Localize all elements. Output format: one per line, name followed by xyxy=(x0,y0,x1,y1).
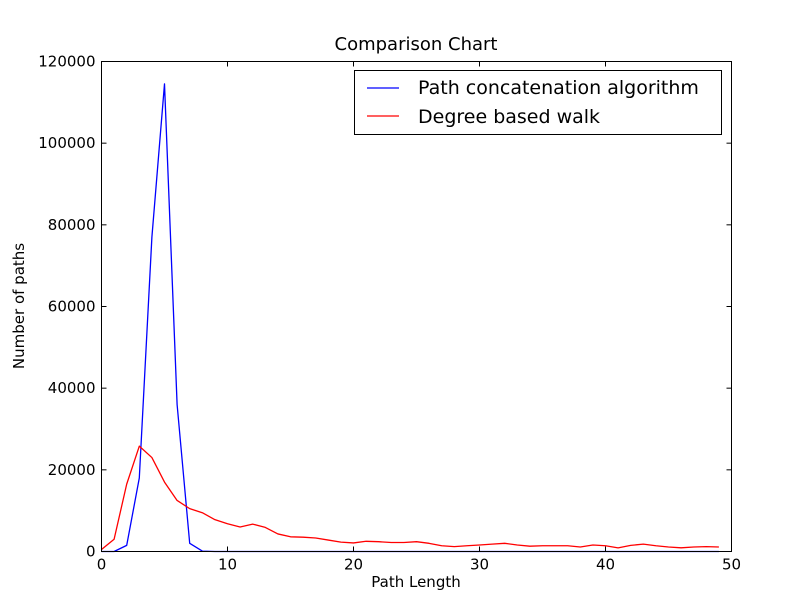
y-tick-label-4: 80000 xyxy=(48,216,96,234)
legend-box xyxy=(354,70,722,135)
y-axis-label: Number of paths xyxy=(10,243,28,369)
y-tick-label-1: 20000 xyxy=(48,461,96,479)
x-tick-label-3: 30 xyxy=(470,556,489,574)
series-line-1 xyxy=(101,445,719,550)
chart-title: Comparison Chart xyxy=(335,34,498,55)
y-tick-label-5: 100000 xyxy=(38,134,95,152)
legend: Path concatenation algorithm Degree base… xyxy=(354,70,722,135)
x-tick-label-0: 0 xyxy=(97,556,107,574)
x-tick-label-4: 40 xyxy=(596,556,615,574)
x-tick-label-5: 50 xyxy=(722,556,741,574)
legend-label-path-concatenation: Path concatenation algorithm xyxy=(418,77,699,99)
legend-label-degree-based-walk: Degree based walk xyxy=(418,106,600,128)
y-tick-label-2: 40000 xyxy=(48,379,96,397)
y-tick-label-0: 0 xyxy=(86,543,96,561)
x-tick-label-1: 10 xyxy=(218,556,237,574)
x-tick-label-2: 20 xyxy=(344,556,363,574)
x-axis-label: Path Length xyxy=(371,573,460,591)
ticks-layer: 0 10 20 30 40 50 0 20000 40000 60000 80000 100000 12… xyxy=(38,53,741,574)
y-tick-label-6: 120000 xyxy=(38,53,95,71)
y-tick-label-3: 60000 xyxy=(48,298,96,316)
